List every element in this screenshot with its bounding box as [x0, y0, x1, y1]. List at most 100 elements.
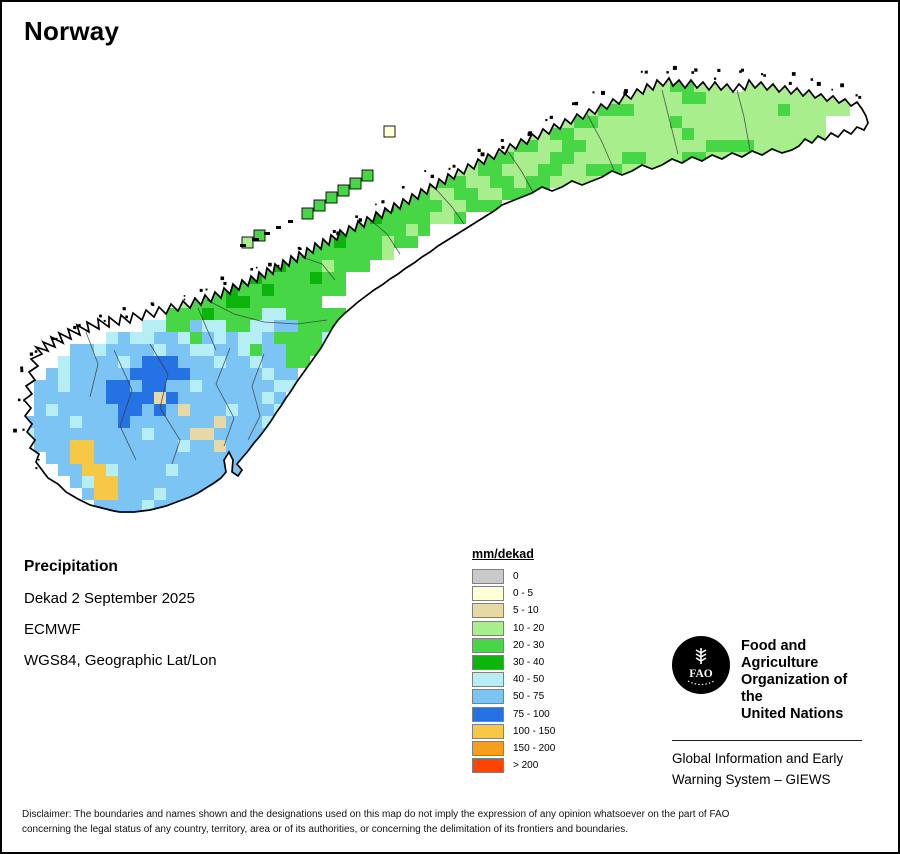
map-cell	[802, 78, 814, 80]
fao-logo: FAO	[672, 636, 730, 694]
skerry-dot	[858, 95, 862, 99]
map-cell	[118, 380, 130, 392]
map-cell	[538, 152, 550, 164]
map-cell	[178, 332, 190, 344]
map-cell	[322, 272, 334, 284]
map-cell	[70, 368, 82, 380]
map-cell	[454, 188, 466, 200]
map-cell	[238, 260, 250, 272]
map-cell	[670, 116, 682, 128]
map-cell	[574, 116, 586, 128]
skerry-dot	[452, 164, 456, 168]
map-cell	[490, 116, 502, 128]
map-cell	[250, 344, 262, 356]
map-cell	[166, 416, 178, 428]
map-cell	[202, 332, 214, 344]
map-cell	[310, 308, 322, 320]
map-cell	[118, 428, 130, 440]
skerry-dot	[223, 281, 227, 285]
map-cell	[430, 140, 442, 152]
map-cell	[358, 152, 370, 164]
map-cell	[190, 308, 202, 320]
map-cell	[130, 404, 142, 416]
map-cell	[562, 116, 574, 128]
map-cell	[46, 392, 58, 404]
map-cell	[202, 320, 214, 332]
legend: mm/dekad 0 0 - 5 5 - 10 10 - 20 20 - 30 30 - …	[472, 547, 555, 775]
map-cell	[118, 416, 130, 428]
map-cell	[262, 332, 274, 344]
map-cell	[202, 344, 214, 356]
map-cell	[490, 152, 502, 164]
map-cell	[310, 320, 322, 332]
legend-item: 75 - 100	[472, 706, 555, 722]
map-cell	[322, 224, 334, 236]
map-cell	[214, 464, 226, 476]
map-cell	[190, 392, 202, 404]
legend-swatch	[472, 586, 504, 602]
map-cell	[58, 404, 70, 416]
map-cell	[154, 500, 166, 512]
map-cell	[346, 224, 358, 236]
fao-footer: FAO Food and Agriculture Organization of…	[672, 636, 872, 790]
map-cell	[250, 440, 262, 452]
map-cell	[682, 116, 694, 128]
map-cell	[514, 188, 526, 200]
lofoten-island	[240, 244, 246, 247]
map-cell	[178, 296, 190, 308]
map-cell	[514, 152, 526, 164]
map-cell	[70, 404, 82, 416]
map-cell	[550, 140, 562, 152]
map-cell	[298, 284, 310, 296]
map-cell	[454, 128, 466, 140]
map-cell	[766, 78, 778, 80]
map-cell	[46, 440, 58, 452]
map-cell	[190, 296, 202, 308]
map-cell	[154, 404, 166, 416]
map-cell	[214, 308, 226, 320]
map-cell	[46, 452, 58, 464]
skerry-dot	[500, 139, 504, 142]
map-cell	[106, 392, 118, 404]
map-cell	[646, 116, 658, 128]
map-cell	[802, 128, 814, 140]
map-cell	[298, 332, 310, 344]
map-cell	[238, 452, 250, 464]
map-cell	[358, 176, 370, 188]
map-cell	[82, 404, 94, 416]
map-cell	[190, 488, 202, 500]
map-cell	[490, 140, 502, 152]
skerry-dot	[268, 262, 272, 267]
skerry-dot	[501, 145, 505, 149]
legend-item: 150 - 200	[472, 740, 555, 756]
offshore-cell	[337, 184, 350, 197]
map-cell	[502, 176, 514, 188]
map-cell	[70, 464, 82, 476]
map-cell	[334, 212, 346, 224]
map-cell	[130, 500, 142, 512]
map-cell	[394, 140, 406, 152]
map-cell	[418, 164, 430, 176]
map-cell	[94, 416, 106, 428]
map-cell	[598, 92, 610, 104]
map-cell	[598, 140, 610, 152]
map-cell	[766, 80, 778, 92]
map-cell	[166, 488, 178, 500]
map-cell	[382, 248, 394, 260]
map-cell	[70, 416, 82, 428]
map-cell	[178, 488, 190, 500]
map-cell	[646, 128, 658, 140]
map-cell	[358, 200, 370, 212]
map-cell	[202, 452, 214, 464]
lofoten-island	[276, 226, 281, 229]
map-cell	[58, 380, 70, 392]
map-cell	[250, 356, 262, 368]
map-cell	[406, 224, 418, 236]
map-cell	[118, 344, 130, 356]
map-cell	[406, 140, 418, 152]
map-cell	[190, 320, 202, 332]
map-cell	[358, 224, 370, 236]
map-cell	[106, 452, 118, 464]
map-cell	[478, 176, 490, 188]
map-cell	[286, 296, 298, 308]
